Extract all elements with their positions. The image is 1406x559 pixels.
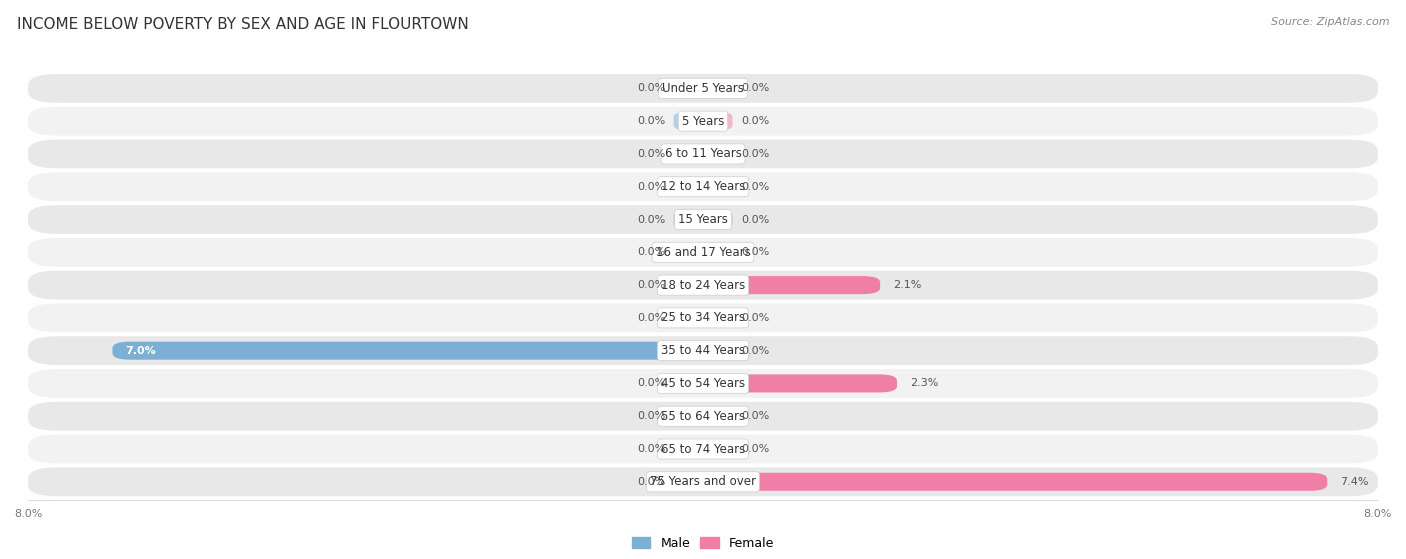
Text: 0.0%: 0.0% [637,477,665,487]
FancyBboxPatch shape [703,342,733,359]
Text: 0.0%: 0.0% [637,149,665,159]
FancyBboxPatch shape [703,145,733,163]
FancyBboxPatch shape [703,473,1327,491]
Text: 7.0%: 7.0% [125,345,156,356]
FancyBboxPatch shape [28,74,1378,103]
FancyBboxPatch shape [673,145,703,163]
Text: 12 to 14 Years: 12 to 14 Years [661,180,745,193]
Text: 18 to 24 Years: 18 to 24 Years [661,278,745,292]
FancyBboxPatch shape [28,205,1378,234]
FancyBboxPatch shape [673,440,703,458]
FancyBboxPatch shape [703,407,733,425]
Text: Source: ZipAtlas.com: Source: ZipAtlas.com [1271,17,1389,27]
Text: 0.0%: 0.0% [637,411,665,421]
Text: 25 to 34 Years: 25 to 34 Years [661,311,745,324]
FancyBboxPatch shape [28,467,1378,496]
Text: 0.0%: 0.0% [637,280,665,290]
FancyBboxPatch shape [703,309,733,327]
Text: 7.4%: 7.4% [1340,477,1368,487]
FancyBboxPatch shape [28,336,1378,365]
Text: 0.0%: 0.0% [741,182,769,192]
FancyBboxPatch shape [703,112,733,130]
FancyBboxPatch shape [703,276,880,294]
Text: 0.0%: 0.0% [637,116,665,126]
FancyBboxPatch shape [28,434,1378,463]
FancyBboxPatch shape [28,271,1378,300]
FancyBboxPatch shape [673,309,703,327]
Text: 0.0%: 0.0% [741,83,769,93]
FancyBboxPatch shape [703,79,733,97]
FancyBboxPatch shape [28,238,1378,267]
Text: INCOME BELOW POVERTY BY SEX AND AGE IN FLOURTOWN: INCOME BELOW POVERTY BY SEX AND AGE IN F… [17,17,468,32]
Text: 0.0%: 0.0% [637,313,665,323]
FancyBboxPatch shape [28,369,1378,398]
Text: 0.0%: 0.0% [741,345,769,356]
Text: 15 Years: 15 Years [678,213,728,226]
Text: 45 to 54 Years: 45 to 54 Years [661,377,745,390]
FancyBboxPatch shape [703,375,897,392]
Text: 0.0%: 0.0% [637,83,665,93]
Text: 0.0%: 0.0% [741,313,769,323]
FancyBboxPatch shape [703,178,733,196]
FancyBboxPatch shape [673,407,703,425]
Text: 2.1%: 2.1% [893,280,921,290]
Text: 0.0%: 0.0% [741,215,769,225]
Text: 0.0%: 0.0% [741,149,769,159]
Text: Under 5 Years: Under 5 Years [662,82,744,95]
FancyBboxPatch shape [673,276,703,294]
Text: 2.3%: 2.3% [910,378,938,389]
FancyBboxPatch shape [28,402,1378,430]
Text: 65 to 74 Years: 65 to 74 Years [661,443,745,456]
FancyBboxPatch shape [703,243,733,261]
FancyBboxPatch shape [28,140,1378,168]
FancyBboxPatch shape [112,342,703,359]
Text: 0.0%: 0.0% [637,182,665,192]
FancyBboxPatch shape [673,243,703,261]
FancyBboxPatch shape [28,172,1378,201]
FancyBboxPatch shape [703,440,733,458]
Text: 0.0%: 0.0% [741,411,769,421]
Legend: Male, Female: Male, Female [628,533,778,553]
FancyBboxPatch shape [673,473,703,491]
FancyBboxPatch shape [673,112,703,130]
FancyBboxPatch shape [673,375,703,392]
Text: 0.0%: 0.0% [637,444,665,454]
Text: 35 to 44 Years: 35 to 44 Years [661,344,745,357]
Text: 6 to 11 Years: 6 to 11 Years [665,148,741,160]
FancyBboxPatch shape [673,211,703,229]
Text: 55 to 64 Years: 55 to 64 Years [661,410,745,423]
FancyBboxPatch shape [673,79,703,97]
Text: 5 Years: 5 Years [682,115,724,127]
Text: 16 and 17 Years: 16 and 17 Years [655,246,751,259]
Text: 0.0%: 0.0% [637,247,665,257]
Text: 0.0%: 0.0% [741,444,769,454]
Text: 75 Years and over: 75 Years and over [650,475,756,489]
Text: 0.0%: 0.0% [637,215,665,225]
FancyBboxPatch shape [703,211,733,229]
FancyBboxPatch shape [28,107,1378,136]
FancyBboxPatch shape [28,304,1378,332]
Text: 0.0%: 0.0% [637,378,665,389]
FancyBboxPatch shape [673,178,703,196]
Text: 0.0%: 0.0% [741,116,769,126]
Text: 0.0%: 0.0% [741,247,769,257]
